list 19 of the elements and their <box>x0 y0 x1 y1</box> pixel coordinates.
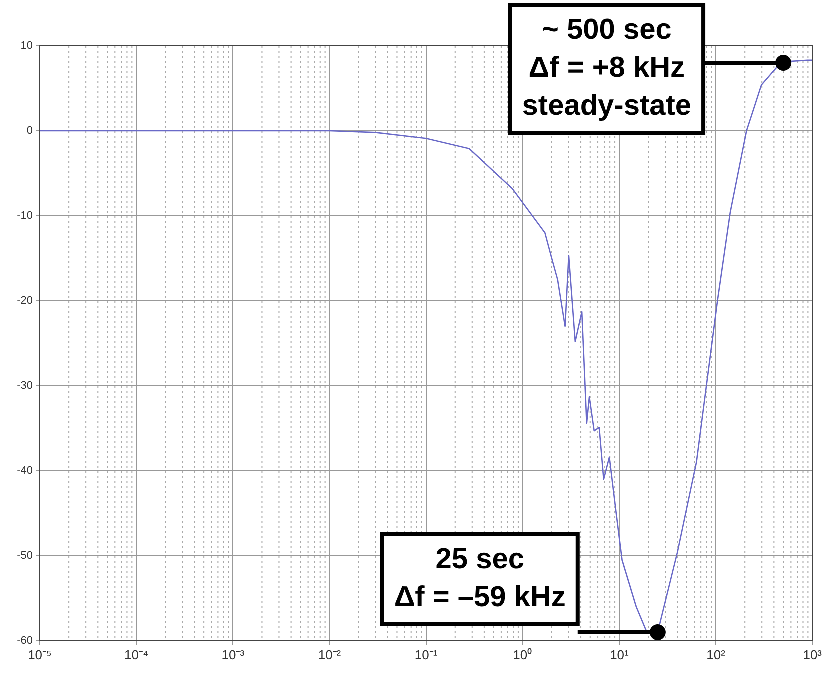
y-tick-label: 0 <box>26 125 33 138</box>
x-tick-label: 10³ <box>803 647 823 662</box>
x-tick-label: 10¹ <box>610 647 630 662</box>
x-tick-label: 10⁻¹ <box>414 647 438 662</box>
y-tick-label: 10 <box>20 40 33 52</box>
y-tick-label: -50 <box>17 550 33 562</box>
annotation: ~ 500 sec Δf = +8 kHz steady-state <box>522 14 692 122</box>
y-tick-label: -60 <box>17 635 33 648</box>
x-tick-label: 10⁻² <box>318 647 342 662</box>
annotation: 25 sec Δf = –59 kHz <box>394 544 566 614</box>
y-tick-label: -20 <box>17 295 33 308</box>
x-tick-label: 10⁻⁴ <box>124 647 149 662</box>
y-tick-label: -40 <box>17 465 33 478</box>
y-tick-label: -30 <box>17 380 33 392</box>
x-tick-label: 10² <box>706 647 726 662</box>
x-tick-label: 10⁰ <box>513 647 533 662</box>
x-tick-label: 10⁻³ <box>222 647 246 662</box>
y-tick-label: -10 <box>17 210 33 222</box>
x-tick-label: 10⁻⁵ <box>28 647 52 662</box>
